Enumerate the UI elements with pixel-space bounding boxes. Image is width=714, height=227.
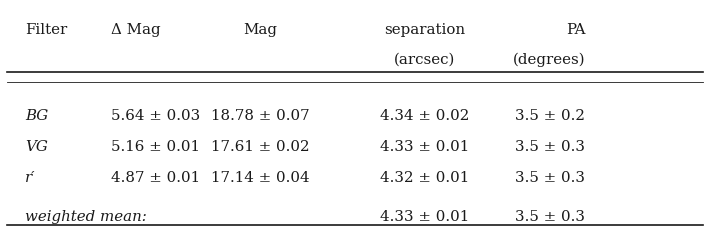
Text: separation: separation (384, 23, 466, 37)
Text: 5.16 ± 0.01: 5.16 ± 0.01 (111, 140, 200, 153)
Text: PA: PA (566, 23, 585, 37)
Text: Δ Mag: Δ Mag (111, 23, 161, 37)
Text: 3.5 ± 0.3: 3.5 ± 0.3 (516, 170, 585, 184)
Text: 17.14 ± 0.04: 17.14 ± 0.04 (211, 170, 310, 184)
Text: 4.87 ± 0.01: 4.87 ± 0.01 (111, 170, 200, 184)
Text: weighted mean:: weighted mean: (25, 209, 147, 223)
Text: 3.5 ± 0.3: 3.5 ± 0.3 (516, 140, 585, 153)
Text: (degrees): (degrees) (513, 52, 585, 67)
Text: Mag: Mag (243, 23, 278, 37)
Text: 5.64 ± 0.03: 5.64 ± 0.03 (111, 109, 200, 123)
Text: 4.33 ± 0.01: 4.33 ± 0.01 (380, 140, 470, 153)
Text: 3.5 ± 0.2: 3.5 ± 0.2 (516, 109, 585, 123)
Text: Filter: Filter (25, 23, 67, 37)
Text: 3.5 ± 0.3: 3.5 ± 0.3 (516, 209, 585, 223)
Text: 18.78 ± 0.07: 18.78 ± 0.07 (211, 109, 310, 123)
Text: (arcsec): (arcsec) (394, 52, 456, 66)
Text: 4.32 ± 0.01: 4.32 ± 0.01 (380, 170, 470, 184)
Text: 4.34 ± 0.02: 4.34 ± 0.02 (380, 109, 470, 123)
Text: r′: r′ (25, 170, 36, 184)
Text: 17.61 ± 0.02: 17.61 ± 0.02 (211, 140, 310, 153)
Text: 4.33 ± 0.01: 4.33 ± 0.01 (380, 209, 470, 223)
Text: VG: VG (25, 140, 48, 153)
Text: BG: BG (25, 109, 49, 123)
